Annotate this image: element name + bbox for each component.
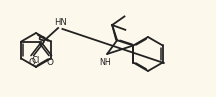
Text: Cl: Cl — [32, 56, 40, 65]
Text: HN: HN — [54, 18, 67, 27]
Text: NH: NH — [100, 58, 111, 67]
Text: O: O — [47, 58, 54, 67]
Text: O: O — [29, 58, 36, 67]
Text: S: S — [38, 36, 45, 46]
